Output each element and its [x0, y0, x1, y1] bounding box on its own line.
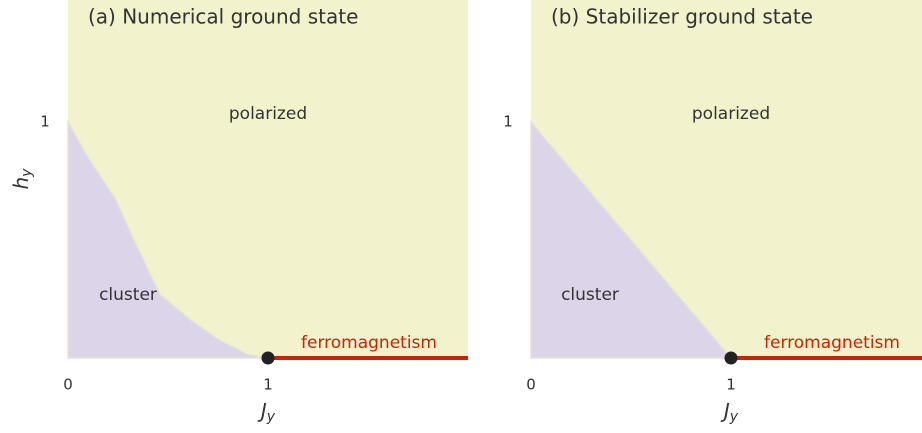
- region-label: cluster: [99, 285, 157, 305]
- y-axis-label: hy: [9, 168, 36, 190]
- x-tick-label: 1: [263, 376, 273, 394]
- cluster-region: [530, 119, 733, 359]
- y-tick-label: 1: [40, 113, 50, 131]
- x-axis-label-sub: y: [729, 409, 739, 425]
- region-label: polarized: [229, 104, 307, 124]
- x-axis-label-main: J: [257, 399, 267, 423]
- x-axis-label: Jy: [720, 399, 739, 426]
- region-label: polarized: [692, 104, 770, 124]
- y-axis-label-sub: y: [19, 168, 35, 178]
- cluster-region: [67, 119, 269, 359]
- x-axis-label: Jy: [257, 399, 276, 426]
- critical-point: [261, 351, 275, 365]
- panel-title: (b) Stabilizer ground state: [551, 5, 813, 29]
- x-axis-label-main: J: [720, 399, 730, 423]
- y-tick-label: 1: [503, 113, 513, 131]
- panel-title: (a) Numerical ground state: [88, 5, 358, 29]
- x-tick-label: 0: [63, 376, 73, 394]
- x-axis-label-sub: y: [266, 409, 276, 425]
- critical-point: [724, 351, 738, 365]
- y-axis-label-main: h: [9, 177, 33, 190]
- line-label: ferromagnetism: [301, 333, 437, 353]
- x-tick-label: 1: [726, 376, 736, 394]
- line-label: ferromagnetism: [764, 333, 900, 353]
- x-tick-label: 0: [526, 376, 536, 394]
- region-label: cluster: [561, 285, 619, 305]
